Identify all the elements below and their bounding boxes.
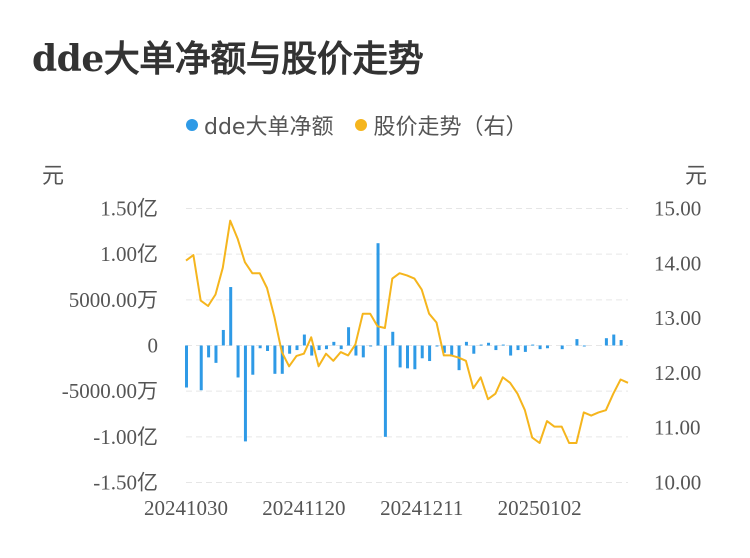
dde-bar[interactable]	[229, 287, 233, 346]
dde-bar[interactable]	[472, 345, 476, 354]
x-tick-label: 20241211	[380, 496, 463, 520]
dde-bar[interactable]	[442, 345, 446, 353]
x-tick-label: 20241120	[262, 496, 345, 520]
dde-bar[interactable]	[324, 345, 328, 350]
dde-bar[interactable]	[487, 342, 491, 346]
left-tick-label: -1.00亿	[93, 425, 158, 449]
dde-bar[interactable]	[347, 327, 351, 346]
dde-bar[interactable]	[509, 345, 513, 356]
right-tick-label: 13.00	[654, 306, 701, 330]
dde-bar[interactable]	[185, 345, 188, 388]
left-tick-label: -1.50亿	[93, 471, 158, 495]
dde-bar[interactable]	[450, 345, 454, 357]
legend-dot-dde	[186, 119, 198, 131]
dde-bar[interactable]	[317, 345, 321, 351]
legend-label-dde: dde大单净额	[204, 115, 334, 140]
dde-bar[interactable]	[266, 345, 270, 351]
chart-title: dde大单净额与股价走势	[32, 38, 424, 80]
right-tick-label: 10.00	[654, 471, 701, 495]
legend-item-price[interactable]: 股价走势（右）	[355, 109, 527, 141]
dde-bar[interactable]	[435, 345, 439, 347]
label-layer: 1.50亿 1.00亿 5000.00万 0 -5000.00万 -1.00亿 -1.50亿…	[62, 197, 702, 521]
right-tick-label: 12.00	[654, 361, 701, 385]
dde-bar[interactable]	[361, 345, 365, 358]
dde-bar[interactable]	[376, 243, 380, 346]
dde-bar[interactable]	[383, 345, 387, 437]
right-tick-label: 14.00	[654, 251, 701, 275]
line-layer	[185, 219, 629, 444]
left-tick-label: 1.00亿	[100, 242, 158, 266]
dde-bar[interactable]	[538, 345, 542, 350]
dde-bar[interactable]	[545, 345, 549, 349]
dde-bar[interactable]	[494, 345, 498, 351]
dde-bar[interactable]	[288, 345, 292, 354]
dde-bar[interactable]	[310, 345, 314, 356]
dde-bar[interactable]	[214, 345, 218, 363]
dde-bar[interactable]	[516, 345, 520, 351]
dde-bar[interactable]	[406, 345, 409, 369]
dde-bar[interactable]	[612, 334, 616, 346]
dde-bar[interactable]	[398, 345, 402, 368]
dde-bar[interactable]	[501, 344, 505, 346]
left-tick-label: 5000.00万	[69, 288, 158, 312]
dde-bar[interactable]	[280, 345, 284, 374]
dde-bar[interactable]	[332, 341, 336, 346]
legend-item-dde[interactable]: dde大单净额	[186, 109, 333, 141]
bar-layer	[185, 243, 623, 442]
dde-bar[interactable]	[273, 345, 277, 374]
dde-bar[interactable]	[221, 329, 225, 346]
dde-bar[interactable]	[199, 345, 203, 391]
x-tick-label: 20241030	[144, 496, 228, 520]
dde-bar[interactable]	[531, 344, 535, 346]
legend-dot-price	[355, 119, 368, 131]
dde-bar[interactable]	[428, 345, 432, 362]
dde-bar[interactable]	[295, 345, 299, 351]
right-tick-label: 15.00	[654, 197, 701, 221]
dde-bar[interactable]	[420, 345, 424, 359]
x-tick-label: 20250102	[498, 496, 582, 520]
dde-bar[interactable]	[479, 344, 483, 346]
dde-bar[interactable]	[523, 345, 527, 352]
dde-bar[interactable]	[354, 345, 358, 356]
dde-bar[interactable]	[302, 334, 306, 346]
dde-bar[interactable]	[391, 331, 395, 346]
dde-bar[interactable]	[369, 345, 373, 347]
left-tick-label: -5000.00万	[62, 379, 158, 403]
left-tick-label: 1.50亿	[100, 197, 158, 221]
right-axis-unit: 元	[685, 164, 708, 189]
dde-bar[interactable]	[560, 345, 564, 350]
dde-bar[interactable]	[207, 345, 211, 358]
dde-bar[interactable]	[243, 345, 247, 442]
dde-bar[interactable]	[619, 340, 623, 346]
price-line[interactable]	[185, 219, 629, 444]
dde-bar[interactable]	[464, 341, 468, 346]
dde-bar[interactable]	[413, 345, 417, 370]
dde-bar[interactable]	[582, 345, 586, 347]
dde-bar[interactable]	[339, 345, 343, 350]
legend: dde大单净额 股价走势（右）	[186, 110, 549, 140]
dde-bar[interactable]	[575, 339, 579, 346]
left-axis-unit: 元	[42, 164, 65, 189]
legend-label-price: 股价走势（右）	[373, 115, 528, 140]
right-tick-label: 11.00	[654, 416, 700, 440]
dde-bar[interactable]	[258, 345, 262, 349]
dde-bar[interactable]	[604, 338, 608, 346]
left-tick-label: 0	[148, 334, 159, 358]
dde-bar[interactable]	[251, 345, 255, 375]
dde-bar[interactable]	[236, 345, 240, 378]
